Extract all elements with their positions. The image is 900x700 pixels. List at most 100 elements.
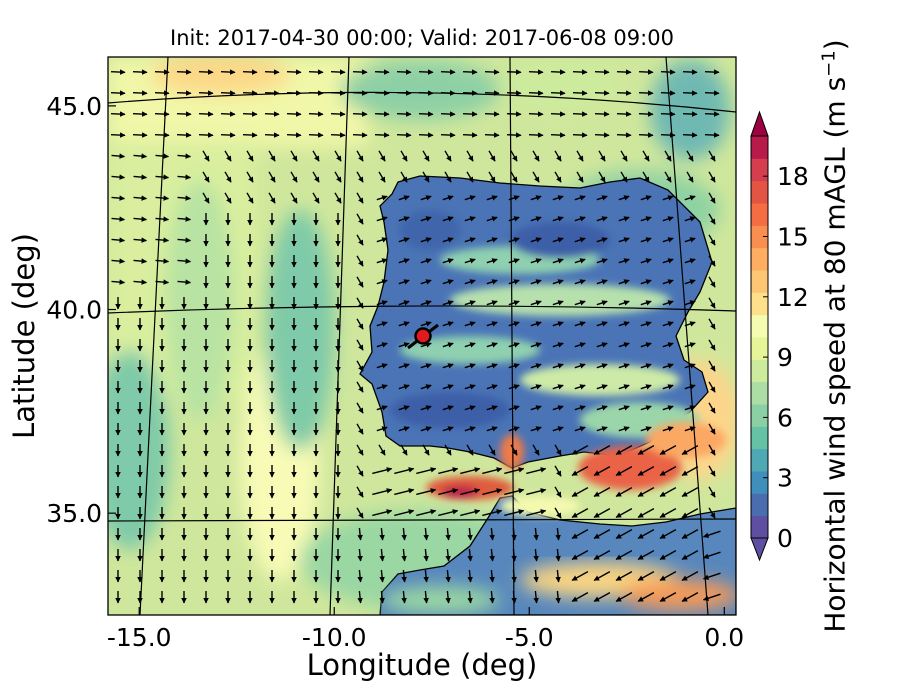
wind-vector xyxy=(286,69,302,75)
wind-vector xyxy=(482,488,503,496)
colorbar-segment xyxy=(751,426,768,450)
wind-vector xyxy=(290,192,298,204)
wind-vector xyxy=(489,569,495,583)
wind-vector xyxy=(593,486,611,498)
wind-vector xyxy=(356,402,364,414)
wind-vector xyxy=(396,69,412,75)
wind-vector xyxy=(508,363,520,369)
wind-vector xyxy=(111,237,126,243)
wind-vector xyxy=(640,258,652,264)
wind-vector xyxy=(708,423,716,435)
wind-vector xyxy=(334,150,342,162)
wind-vector xyxy=(352,90,368,96)
wind-vector xyxy=(593,465,611,477)
wind-vector xyxy=(356,234,364,246)
wind-vector xyxy=(464,279,476,285)
wind-vector xyxy=(420,195,432,201)
wind-vector xyxy=(664,171,672,183)
wind-vector xyxy=(401,569,407,583)
wind-vector xyxy=(132,90,148,96)
wind-vector xyxy=(615,549,633,561)
wind-vector xyxy=(378,171,386,183)
wind-vector xyxy=(532,444,540,456)
wind-vector xyxy=(662,195,674,201)
wind-vector xyxy=(486,405,498,411)
wind-vector xyxy=(704,132,720,138)
wind-vector xyxy=(224,150,232,162)
wind-vector xyxy=(708,276,716,288)
colorbar-segment xyxy=(751,337,768,360)
wind-vector xyxy=(574,426,586,432)
x-tick-label: 0.0 xyxy=(704,623,744,652)
wind-vector xyxy=(596,300,608,306)
wind-vector xyxy=(394,488,415,496)
wind-vector xyxy=(637,570,655,582)
colorbar-segment xyxy=(751,270,768,293)
wind-vector xyxy=(177,237,192,243)
wind-vector xyxy=(268,192,276,204)
wind-vector xyxy=(708,381,716,393)
wind-vector xyxy=(422,150,430,162)
wind-vector xyxy=(708,213,716,225)
wind-vector xyxy=(486,279,498,285)
colorbar-segment xyxy=(751,448,768,472)
wind-vector xyxy=(442,300,454,306)
wind-vector xyxy=(357,527,363,541)
wind-vector xyxy=(416,509,437,517)
wind-vector xyxy=(618,216,630,222)
wind-vector xyxy=(552,216,564,222)
wind-vector xyxy=(682,90,698,96)
wind-vector xyxy=(334,171,342,183)
wind-vector xyxy=(571,570,589,582)
wind-vector xyxy=(708,486,716,498)
wind-vector xyxy=(504,488,525,496)
wind-vector xyxy=(396,90,412,96)
wind-vector xyxy=(532,150,540,162)
wind-vector xyxy=(526,467,547,475)
wind-vector xyxy=(155,279,170,285)
wind-vector xyxy=(638,69,654,75)
wind-vector xyxy=(618,300,630,306)
wind-vector xyxy=(618,363,630,369)
wind-vector xyxy=(662,405,674,411)
wind-vector xyxy=(464,405,476,411)
wind-vector xyxy=(467,590,473,604)
wind-vector xyxy=(442,258,454,264)
y-axis-ticks: 35.0 40.0 45.0 xyxy=(46,92,116,528)
wind-vector xyxy=(684,321,696,327)
wind-vector xyxy=(111,216,126,222)
wind-vector xyxy=(420,237,432,243)
wind-vector xyxy=(506,69,522,75)
wind-vector xyxy=(594,132,610,138)
wind-vector xyxy=(488,444,496,456)
wind-vector xyxy=(111,279,126,285)
wind-vector xyxy=(376,384,388,390)
wind-vector xyxy=(374,90,390,96)
wind-vector xyxy=(155,174,170,180)
wind-vector xyxy=(640,279,652,285)
wind-vector xyxy=(637,528,655,540)
wind-vector xyxy=(618,384,630,390)
wind-vector xyxy=(486,300,498,306)
wind-vector xyxy=(550,90,566,96)
wind-vector xyxy=(379,527,385,541)
wind-vector xyxy=(376,342,388,348)
wind-vector xyxy=(420,279,432,285)
wind-vector xyxy=(312,150,320,162)
colorbar-segment xyxy=(751,314,768,338)
wind-vector xyxy=(330,132,346,138)
wind-vector xyxy=(133,195,148,201)
wind-vector xyxy=(662,342,674,348)
wind-vector xyxy=(620,150,628,162)
wind-vector xyxy=(111,258,126,264)
wind-vector xyxy=(133,279,148,285)
wind-vector xyxy=(684,405,696,411)
wind-vector xyxy=(486,384,498,390)
wind-vector xyxy=(684,279,696,285)
wind-vector xyxy=(662,216,674,222)
wind-vector xyxy=(445,590,451,604)
colorbar-segment xyxy=(751,515,768,539)
graticule xyxy=(108,57,736,615)
colorbar-segment xyxy=(751,225,768,249)
wind-vector xyxy=(400,444,408,456)
